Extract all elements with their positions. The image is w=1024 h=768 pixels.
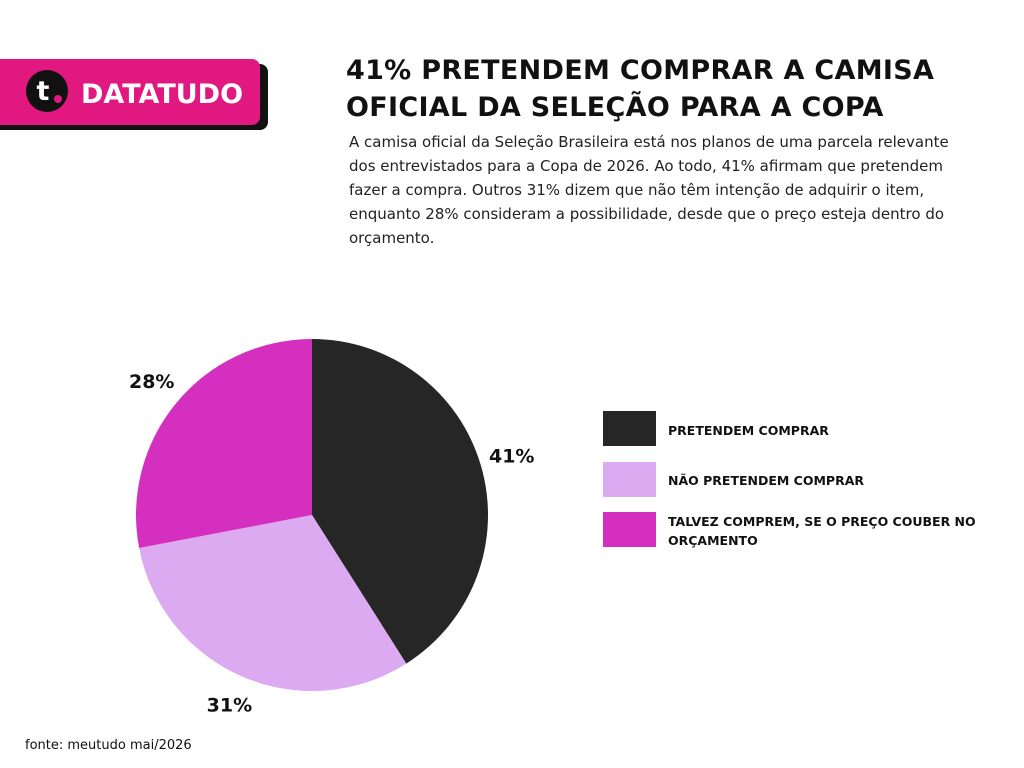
legend-swatch — [603, 411, 656, 446]
source: fonte: meutudo mai/2026 — [25, 738, 192, 753]
legend-label: NÃO PRETENDEM COMPRAR — [668, 473, 864, 488]
data-label: 31% — [207, 694, 252, 716]
legend-label: TALVEZ COMPREM, SE O PREÇO COUBER NO ORÇ… — [668, 514, 976, 548]
data-label: 28% — [129, 371, 174, 393]
pie: 41% 31% 28% — [129, 339, 534, 716]
pie-slice — [312, 339, 488, 664]
chart-title: 41% PRETENDEM COMPRAR A CAMISA OFICIAL D… — [346, 55, 935, 123]
brand: DATATUDO — [81, 79, 243, 110]
legend-label: PRETENDEM COMPRAR — [668, 422, 829, 438]
legend-swatch — [603, 461, 656, 497]
pie-slice — [139, 515, 407, 691]
brand-badge — [0, 59, 260, 125]
legend-swatch — [603, 512, 656, 547]
logo: t — [37, 76, 50, 107]
logo-dot — [54, 95, 62, 103]
pie-slice — [136, 339, 312, 548]
chart-subtitle: A camisa oficial da Seleção Brasileira e… — [349, 133, 949, 247]
data-label: 41% — [489, 445, 534, 467]
